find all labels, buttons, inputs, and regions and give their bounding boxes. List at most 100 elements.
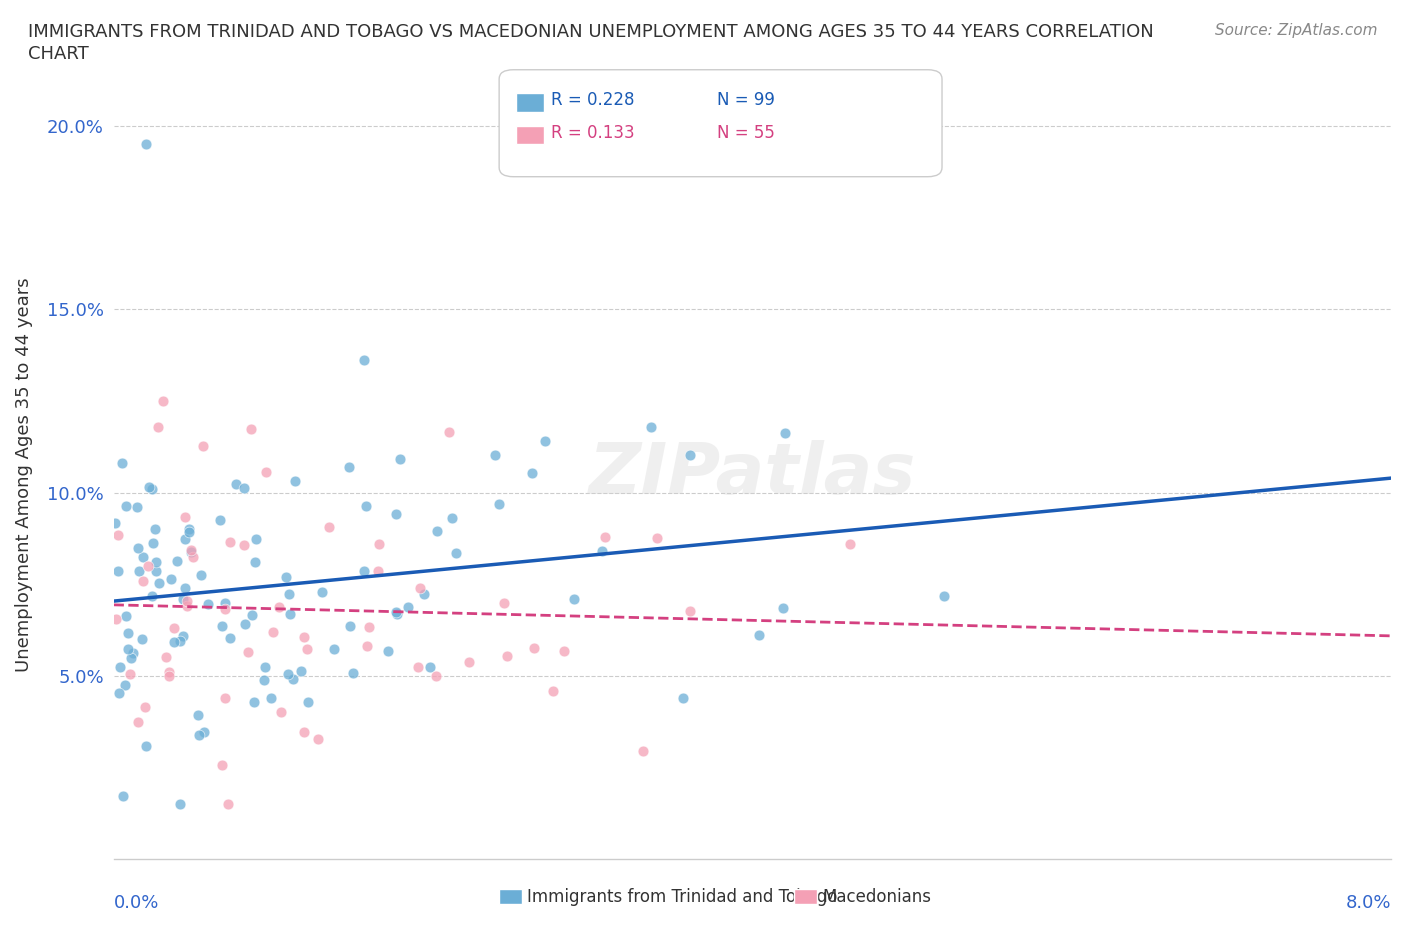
Point xyxy=(591,544,613,559)
Point xyxy=(260,691,283,706)
Point xyxy=(141,589,163,604)
Point xyxy=(180,545,202,560)
Point xyxy=(562,591,585,606)
Point xyxy=(166,553,188,568)
Point xyxy=(138,479,160,494)
Point xyxy=(239,421,262,436)
Point xyxy=(359,619,381,634)
Text: CHART: CHART xyxy=(28,45,89,62)
Point xyxy=(679,447,702,462)
Point xyxy=(262,624,284,639)
Point xyxy=(107,685,129,700)
Point xyxy=(209,512,232,527)
Text: 0.0%: 0.0% xyxy=(114,894,159,912)
Point xyxy=(193,724,215,739)
Point xyxy=(187,727,209,742)
Point xyxy=(240,607,263,622)
Point xyxy=(278,607,301,622)
Point xyxy=(645,530,668,545)
Point xyxy=(120,651,142,666)
Point xyxy=(157,665,180,680)
Text: IMMIGRANTS FROM TRINIDAD AND TOBAGO VS MACEDONIAN UNEMPLOYMENT AMONG AGES 35 TO : IMMIGRANTS FROM TRINIDAD AND TOBAGO VS M… xyxy=(28,23,1154,41)
Point xyxy=(117,626,139,641)
Text: ZIPatlas: ZIPatlas xyxy=(589,440,915,509)
Point xyxy=(496,649,519,664)
Point xyxy=(281,671,304,686)
Point xyxy=(553,644,575,658)
Text: Immigrants from Trinidad and Tobago: Immigrants from Trinidad and Tobago xyxy=(527,887,838,906)
Point xyxy=(406,659,429,674)
Point xyxy=(245,554,267,569)
Point xyxy=(295,642,318,657)
Point xyxy=(148,576,170,591)
Point xyxy=(292,724,315,739)
Point xyxy=(115,498,138,513)
Point xyxy=(127,540,149,555)
Point xyxy=(385,607,408,622)
Point xyxy=(277,667,299,682)
Point xyxy=(323,642,346,657)
Point xyxy=(488,497,510,512)
Text: Macedonians: Macedonians xyxy=(823,887,932,906)
Point xyxy=(177,522,200,537)
Text: 8.0%: 8.0% xyxy=(1346,894,1391,912)
Point xyxy=(135,738,157,753)
Point xyxy=(353,352,375,367)
Point xyxy=(190,567,212,582)
Point xyxy=(111,789,134,804)
Point xyxy=(176,599,198,614)
Point xyxy=(114,678,136,693)
Point xyxy=(311,585,333,600)
Point xyxy=(254,465,277,480)
Point xyxy=(214,595,236,610)
Point xyxy=(679,604,702,619)
Point xyxy=(254,660,277,675)
Text: Source: ZipAtlas.com: Source: ZipAtlas.com xyxy=(1215,23,1378,38)
Point xyxy=(110,659,132,674)
Point xyxy=(163,634,186,649)
Point xyxy=(534,433,557,448)
Text: R = 0.133: R = 0.133 xyxy=(551,124,634,142)
Point xyxy=(169,797,191,812)
Point xyxy=(128,564,150,578)
Point xyxy=(115,609,138,624)
Point xyxy=(191,438,214,453)
Point xyxy=(219,535,242,550)
Point xyxy=(245,532,267,547)
Point xyxy=(772,601,794,616)
Point xyxy=(356,638,378,653)
Point xyxy=(145,564,167,578)
Point xyxy=(342,666,364,681)
Point xyxy=(932,589,955,604)
Point xyxy=(773,426,796,441)
Point xyxy=(225,476,247,491)
Point xyxy=(238,644,260,659)
Text: R = 0.228: R = 0.228 xyxy=(551,91,634,110)
Point xyxy=(152,393,174,408)
Point xyxy=(426,524,449,538)
Point xyxy=(127,499,149,514)
Point xyxy=(160,572,183,587)
Point xyxy=(169,634,191,649)
Point xyxy=(520,466,543,481)
Point xyxy=(145,522,167,537)
Point xyxy=(274,569,297,584)
Point xyxy=(176,593,198,608)
Point xyxy=(838,537,860,551)
Point xyxy=(214,602,236,617)
Point xyxy=(183,550,205,565)
Point xyxy=(174,580,197,595)
Point xyxy=(672,690,695,705)
Point xyxy=(437,424,460,439)
Point xyxy=(217,797,239,812)
Point xyxy=(173,510,195,525)
Point xyxy=(353,564,375,578)
Point xyxy=(155,650,177,665)
Point xyxy=(339,618,361,633)
Point xyxy=(214,690,236,705)
Point xyxy=(388,451,411,466)
Point xyxy=(132,573,155,588)
Point xyxy=(107,528,129,543)
Point xyxy=(292,630,315,644)
Y-axis label: Unemployment Among Ages 35 to 44 years: Unemployment Among Ages 35 to 44 years xyxy=(15,277,32,671)
